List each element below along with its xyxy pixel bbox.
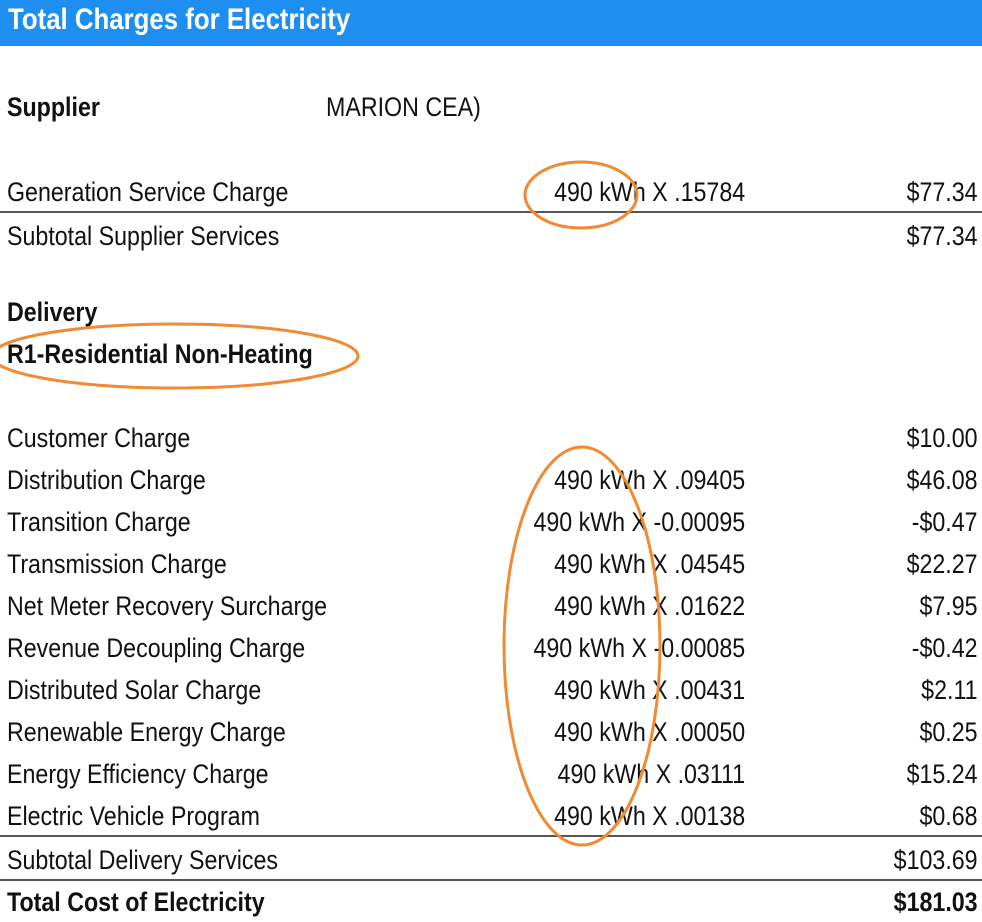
charge-amount-distributed-solar: $2.11 xyxy=(921,675,978,705)
charge-amount-revenue-decoupling: -$0.42 xyxy=(912,633,978,663)
charge-label-distributed-solar: Distributed Solar Charge xyxy=(7,675,262,705)
charge-amount-transition: -$0.47 xyxy=(912,507,978,537)
subtotal-delivery-label: Subtotal Delivery Services xyxy=(7,845,279,875)
charge-label-revenue-decoupling: Revenue Decoupling Charge xyxy=(7,633,306,663)
charge-rate-revenue-decoupling: 490 kWh X -0.00085 xyxy=(533,633,745,663)
charge-label-transmission: Transmission Charge xyxy=(7,549,227,579)
charge-label-renewable: Renewable Energy Charge xyxy=(7,717,286,747)
charge-amount-ev-program: $0.68 xyxy=(919,801,978,831)
charge-label-distribution: Distribution Charge xyxy=(7,465,206,495)
charge-rate-distributed-solar: 490 kWh X .00431 xyxy=(553,675,745,705)
charge-amount-customer: $10.00 xyxy=(906,423,978,453)
total-label: Total Cost of Electricity xyxy=(7,887,265,917)
divider xyxy=(0,211,982,213)
charge-rate-net-meter: 490 kWh X .01622 xyxy=(553,591,745,621)
total-amount: $181.03 xyxy=(894,887,978,917)
charge-rate-efficiency: 490 kWh X .03111 xyxy=(557,759,745,789)
charge-rate-transition: 490 kWh X -0.00095 xyxy=(533,507,745,537)
charge-amount-distribution: $46.08 xyxy=(906,465,978,495)
charge-label-customer: Customer Charge xyxy=(7,423,191,453)
divider xyxy=(0,879,982,881)
charge-rate-distribution: 490 kWh X .09405 xyxy=(553,465,745,495)
rate-class: R1-Residential Non-Heating xyxy=(7,339,313,369)
subtotal-delivery-amount: $103.69 xyxy=(894,845,978,875)
subtotal-supplier-label: Subtotal Supplier Services xyxy=(7,221,280,251)
charge-label-transition: Transition Charge xyxy=(7,507,191,537)
page-title: Total Charges for Electricity xyxy=(8,3,351,36)
charge-amount-efficiency: $15.24 xyxy=(906,759,978,789)
charge-label-ev-program: Electric Vehicle Program xyxy=(7,801,260,831)
charge-label-efficiency: Energy Efficiency Charge xyxy=(7,759,269,789)
divider xyxy=(0,835,982,837)
subtotal-supplier-amount: $77.34 xyxy=(906,221,978,251)
supplier-label: Supplier xyxy=(7,92,100,122)
header-bar: Total Charges for Electricity xyxy=(0,0,982,46)
generation-label: Generation Service Charge xyxy=(7,177,289,207)
charge-rate-transmission: 490 kWh X .04545 xyxy=(553,549,745,579)
charge-amount-net-meter: $7.95 xyxy=(919,591,978,621)
delivery-heading: Delivery xyxy=(7,297,98,327)
supplier-name: MARION CEA) xyxy=(326,92,481,122)
charge-amount-transmission: $22.27 xyxy=(906,549,978,579)
charge-label-net-meter: Net Meter Recovery Surcharge xyxy=(7,591,328,621)
charge-rate-ev-program: 490 kWh X .00138 xyxy=(553,801,745,831)
charge-amount-renewable: $0.25 xyxy=(919,717,978,747)
generation-rate: 490 kWh X .15784 xyxy=(553,177,745,207)
charge-rate-renewable: 490 kWh X .00050 xyxy=(553,717,745,747)
generation-amount: $77.34 xyxy=(906,177,978,207)
